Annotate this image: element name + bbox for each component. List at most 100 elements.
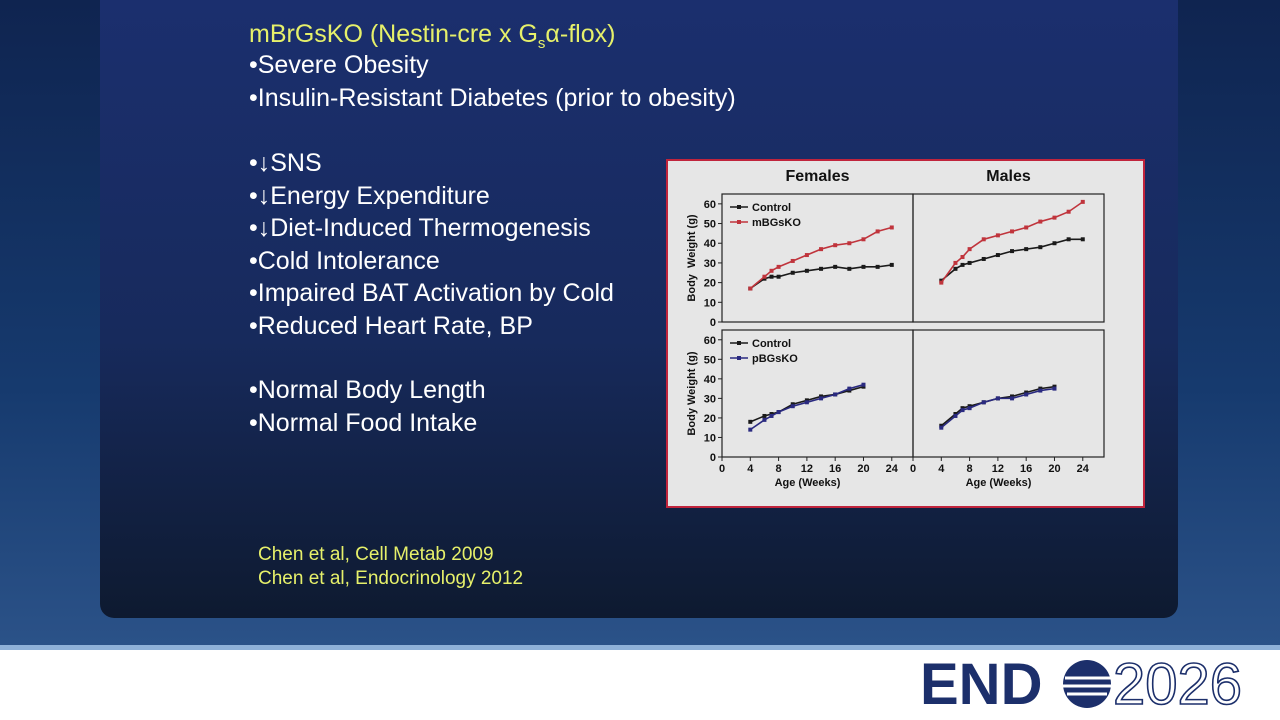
y-tick-label: 30 <box>704 258 716 270</box>
x-tick-label: 24 <box>886 463 899 475</box>
data-point <box>875 264 880 269</box>
reference: Chen et al, Cell Metab 2009 <box>258 544 494 565</box>
y-tick-label: 10 <box>704 297 716 309</box>
data-point <box>776 274 781 279</box>
legend-label: Control <box>752 338 791 350</box>
y-tick-label: 20 <box>704 413 716 425</box>
bullet: •↓Diet-Induced Thermogenesis <box>249 214 591 242</box>
logo-year: 2026 <box>1113 652 1242 717</box>
data-point <box>1080 237 1085 242</box>
series-line <box>749 383 864 431</box>
data-point <box>833 264 838 269</box>
series-line <box>749 385 864 423</box>
bullet: •Insulin-Resistant Diabetes (prior to ob… <box>249 83 736 112</box>
data-point <box>953 413 958 418</box>
heading-sub: s <box>537 35 546 52</box>
y-tick-label: 30 <box>704 393 716 405</box>
bullet: •Impaired BAT Activation by Cold <box>249 279 614 307</box>
panel-title: Males <box>986 168 1031 185</box>
y-tick-label: 40 <box>704 374 716 386</box>
logo: END 2026 <box>920 652 1243 718</box>
data-point <box>847 241 852 246</box>
bullet: •Normal Body Length <box>249 376 486 404</box>
data-point <box>1038 388 1043 393</box>
y-tick-label: 60 <box>704 335 716 347</box>
data-point <box>861 237 866 242</box>
legend-marker <box>737 205 741 209</box>
x-axis-label: Age (Weeks) <box>775 477 841 489</box>
data-point <box>1038 245 1043 250</box>
bullet: •Reduced Heart Rate, BP <box>249 311 533 340</box>
data-point <box>995 396 1000 401</box>
y-tick-label: 0 <box>710 452 716 464</box>
data-point <box>819 247 824 252</box>
data-point <box>1066 209 1071 214</box>
legend-label: pBGsKO <box>752 353 798 365</box>
data-point <box>762 413 767 418</box>
x-tick-label: 24 <box>1077 463 1090 475</box>
data-point <box>1052 241 1057 246</box>
x-tick-label: 16 <box>829 463 841 475</box>
data-point <box>967 260 972 265</box>
data-point <box>995 253 1000 258</box>
chart-frame <box>666 159 1145 508</box>
data-point <box>960 262 965 267</box>
y-tick-label: 60 <box>704 199 716 211</box>
y-tick-label: 40 <box>704 238 716 250</box>
y-tick-label: 0 <box>710 317 716 329</box>
heading-text: α-flox) <box>545 20 616 48</box>
data-point <box>1052 386 1057 391</box>
data-point <box>1066 237 1071 242</box>
x-tick-label: 12 <box>801 463 813 475</box>
data-point <box>960 408 965 413</box>
data-point <box>804 268 809 273</box>
data-point <box>769 268 774 273</box>
data-point <box>1080 199 1085 204</box>
heading: mBrGsKO (Nestin-cre x Gsα-flox) <box>249 20 615 52</box>
data-point <box>953 266 958 271</box>
y-tick-label: 10 <box>704 432 716 444</box>
data-point <box>861 264 866 269</box>
bullet: •↓SNS <box>249 149 322 177</box>
data-point <box>1010 229 1015 234</box>
bullet: •Severe Obesity <box>249 51 429 79</box>
data-point <box>790 270 795 275</box>
data-point <box>1024 392 1029 397</box>
data-point <box>1024 247 1029 252</box>
data-point <box>748 427 753 432</box>
series-line <box>940 387 1055 429</box>
logo-globe <box>1063 660 1111 708</box>
data-point <box>960 255 965 260</box>
logo-globe-lines <box>1063 676 1112 696</box>
y-tick-label: 50 <box>704 354 716 366</box>
y-tick-label: 20 <box>704 278 716 290</box>
y-axis-label: Body Weight (g) <box>686 214 698 302</box>
data-point <box>967 406 972 411</box>
y-tick-label: 50 <box>704 219 716 231</box>
x-axis-label: Age (Weeks) <box>966 477 1032 489</box>
x-tick-label: 16 <box>1020 463 1032 475</box>
data-point <box>1010 396 1015 401</box>
data-point <box>804 400 809 405</box>
plot-area <box>912 329 1105 458</box>
data-point <box>981 237 986 242</box>
x-tick-label: 0 <box>719 463 725 475</box>
x-tick-label: 8 <box>967 463 973 475</box>
data-point <box>875 229 880 234</box>
data-point <box>833 243 838 248</box>
bullet: •Normal Food Intake <box>249 408 478 437</box>
data-point <box>762 274 767 279</box>
x-tick-label: 20 <box>1048 463 1060 475</box>
plot-area <box>912 193 1105 323</box>
bullet: •↓Energy Expenditure <box>249 181 490 210</box>
x-tick-label: 4 <box>938 463 945 475</box>
data-point <box>804 253 809 258</box>
data-point <box>889 262 894 267</box>
data-point <box>776 410 781 415</box>
x-tick-label: 8 <box>776 463 782 475</box>
legend-marker <box>737 220 741 224</box>
heading-text: mBrGsKO (Nestin-cre x G <box>249 20 538 48</box>
data-point <box>769 413 774 418</box>
